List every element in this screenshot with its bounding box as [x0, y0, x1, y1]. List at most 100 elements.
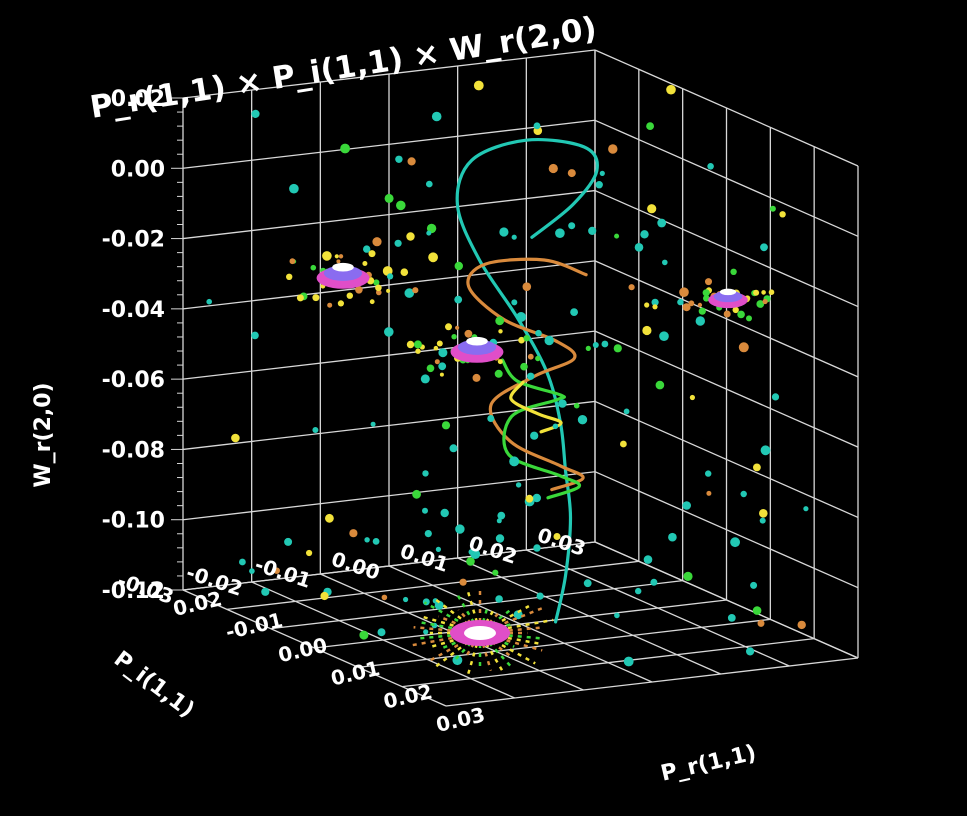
scatter-point	[370, 421, 376, 427]
cluster-point	[445, 323, 452, 331]
cluster-point	[296, 294, 304, 302]
cluster-core	[332, 262, 354, 272]
cluster-point	[375, 284, 382, 292]
scatter-points	[206, 80, 809, 667]
scatter-point	[679, 287, 689, 298]
scatter-point	[455, 524, 465, 534]
scatter-point	[536, 592, 544, 600]
scatter-point	[251, 331, 259, 340]
scatter-point	[623, 656, 634, 667]
scatter-point	[495, 316, 505, 326]
floor-ray	[466, 588, 479, 623]
scatter-point	[659, 331, 669, 342]
scatter-point	[652, 304, 658, 310]
scatter-point	[644, 302, 650, 308]
scatter-point	[320, 591, 329, 601]
cluster-point	[312, 294, 320, 302]
scatter-point	[440, 508, 449, 518]
grid-line	[182, 189, 596, 240]
cluster-point	[436, 340, 443, 347]
cluster-point	[523, 335, 530, 342]
grid-line	[182, 471, 596, 521]
scatter-point	[289, 183, 299, 194]
scatter-point	[683, 571, 693, 582]
grid-line	[594, 400, 859, 519]
scatter-point	[239, 558, 246, 566]
scatter-point	[424, 530, 432, 538]
cluster-point	[723, 310, 731, 318]
scatter-point	[473, 80, 484, 91]
scatter-point	[640, 230, 649, 239]
cluster-point	[400, 268, 409, 277]
scatter-point	[466, 557, 475, 566]
floor-ray	[455, 593, 475, 624]
cluster-point	[369, 299, 375, 305]
grid-line	[182, 119, 596, 169]
scatter-point	[423, 629, 429, 635]
scatter-point	[403, 596, 409, 603]
floor-ray	[485, 642, 504, 673]
scatter-point	[771, 393, 780, 401]
trajectories	[455, 138, 599, 624]
scatter-point	[513, 610, 523, 620]
cluster-core	[323, 265, 363, 281]
cluster-point	[497, 359, 503, 365]
scatter-point	[312, 427, 319, 433]
cluster-point	[310, 264, 317, 271]
scatter-point	[435, 546, 441, 553]
scatter-point	[779, 211, 786, 218]
scatter-point	[769, 205, 776, 212]
scatter-point	[599, 170, 605, 176]
scatter-point	[650, 578, 658, 586]
floor-ray	[498, 635, 540, 645]
grid-line	[594, 119, 859, 237]
floor-ray	[493, 605, 530, 627]
scatter-point	[757, 619, 765, 627]
scatter-point	[322, 251, 332, 261]
scatter-point	[642, 325, 652, 336]
scatter-point	[647, 204, 657, 214]
cluster-point	[472, 373, 481, 382]
scatter-point	[454, 295, 463, 304]
scatter-point	[363, 245, 371, 253]
scatter-point	[797, 620, 806, 630]
scatter-point	[689, 394, 696, 401]
cluster-point	[386, 288, 391, 293]
cluster-point	[761, 290, 766, 295]
scatter-point	[495, 595, 503, 603]
cluster-point	[415, 348, 421, 354]
z-axis-label: W_r(2,0)	[31, 382, 56, 487]
floor-ray	[499, 633, 544, 640]
scatter-point	[412, 287, 419, 294]
scatter-point	[573, 402, 580, 409]
cluster-point	[697, 302, 703, 308]
cluster-point	[768, 289, 775, 296]
scatter-point	[655, 380, 665, 390]
cluster-point	[289, 258, 296, 265]
floor-ray	[423, 601, 467, 627]
cluster-point	[682, 303, 691, 312]
cluster-point	[762, 298, 768, 305]
cluster-point	[498, 329, 503, 334]
cluster-point	[518, 336, 525, 344]
scatter-point	[364, 537, 370, 543]
scatter-point	[495, 534, 505, 543]
trajectory-line	[500, 358, 582, 500]
scatter-point	[384, 327, 394, 337]
scatter-point	[428, 252, 438, 263]
scatter-point	[548, 163, 558, 174]
scatter-point	[651, 298, 659, 306]
scatter-point	[340, 143, 350, 154]
scatter-point	[730, 268, 737, 275]
scatter-point	[628, 284, 635, 291]
scatter-point	[404, 288, 415, 298]
cluster-point	[535, 355, 541, 362]
scatter-point	[359, 630, 369, 640]
floor-ray	[465, 642, 475, 657]
floor-ray	[488, 641, 515, 671]
cluster-point	[336, 259, 341, 264]
scatter-point	[306, 549, 313, 557]
z-tick-label: 0.02	[111, 87, 165, 112]
scatter-point	[634, 243, 644, 252]
